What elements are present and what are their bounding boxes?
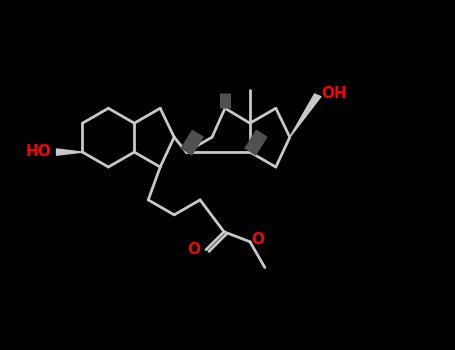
Polygon shape [56,149,82,155]
Text: HO: HO [25,144,51,159]
Text: OH: OH [321,86,347,101]
Text: O: O [252,232,265,247]
Text: O: O [187,242,201,257]
Polygon shape [290,94,321,137]
